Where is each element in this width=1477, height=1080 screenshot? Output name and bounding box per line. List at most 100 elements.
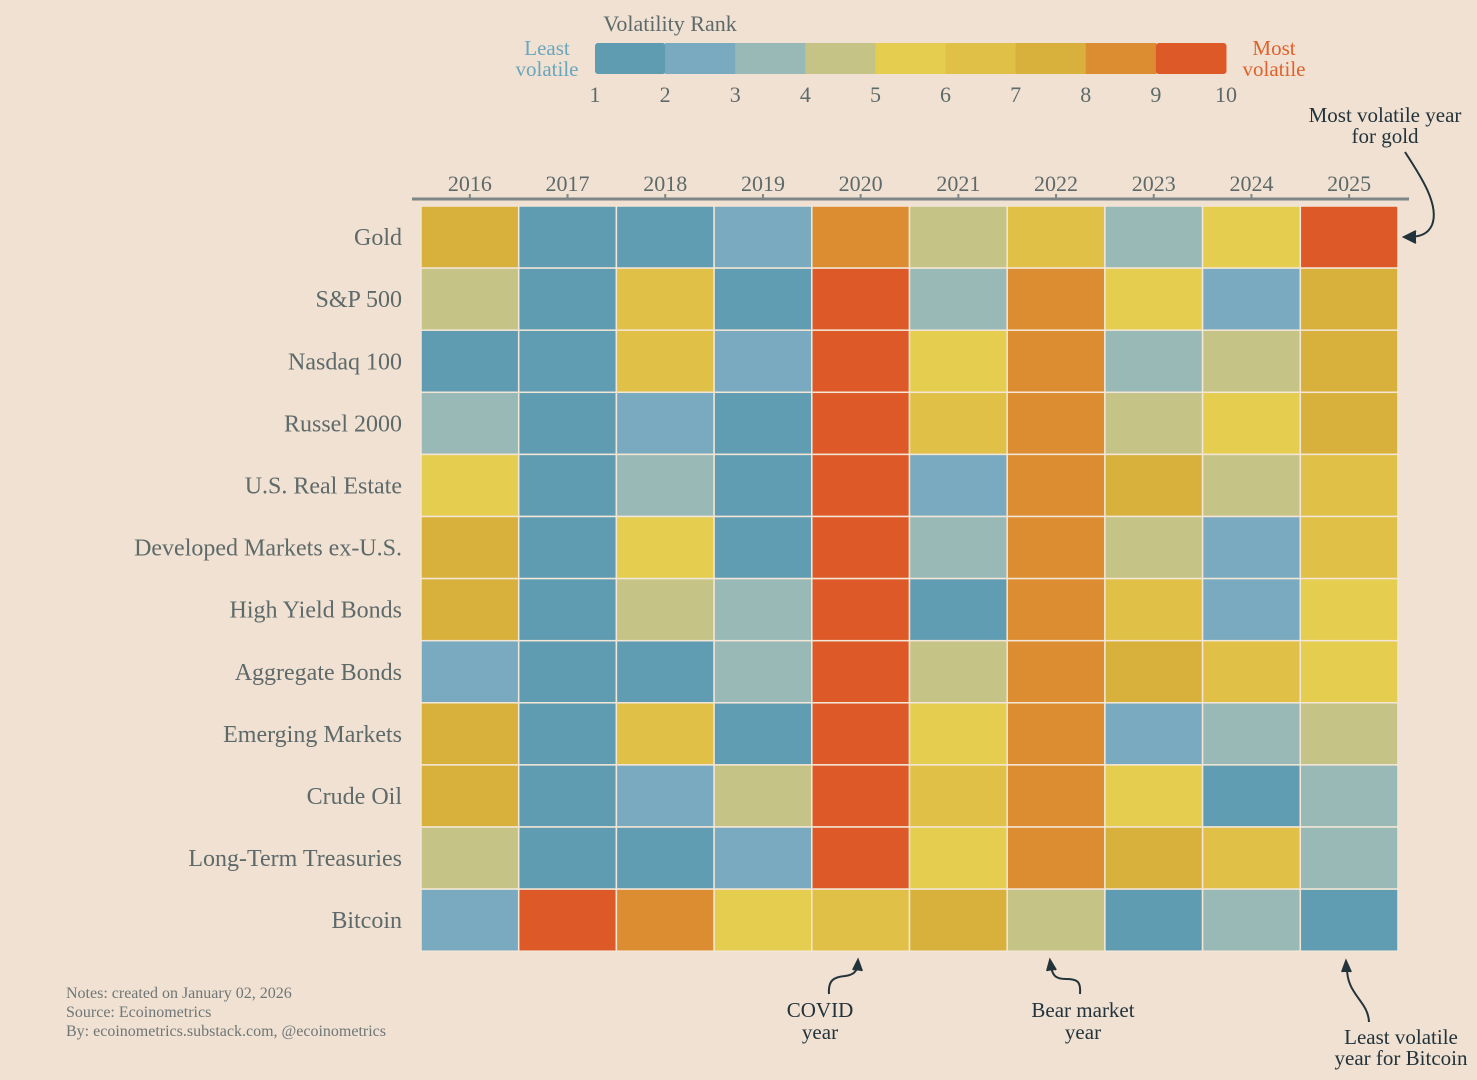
heatmap-cell [811,515,911,580]
y-tick-label: Bitcoin [331,908,402,934]
y-axis: Gold S&P 500 Nasdaq 100 Russel 2000 U.S. Rea… [134,225,402,934]
legend-swatch [1015,43,1087,74]
heatmap-cell [615,205,715,269]
heatmap-cell [1104,391,1204,456]
legend-tick-label: 6 [940,82,951,107]
heatmap-cell [420,515,520,580]
heatmap-cell [1104,515,1204,580]
heatmap-cell [1299,702,1399,766]
heatmap-cell [1104,764,1204,828]
heatmap-cell [517,577,618,642]
annotation-arrow-bitcoin [1345,965,1370,1023]
annotation-arrowhead-covid [852,957,863,972]
heatmap-cell [811,329,911,394]
notes-line-by: By: ecoinometrics.substack.com, @ecoinom… [66,1023,386,1040]
annotation-bitcoin-line2: year for Bitcoin [1335,1046,1468,1070]
heatmap-cell [615,826,715,890]
legend: Volatility Rank Least volatile Most vola… [516,11,1306,107]
legend-swatch [735,43,806,74]
legend-swatch [1155,43,1227,74]
legend-swatch [805,43,876,74]
heatmap-cell [517,205,618,269]
legend-swatch [945,43,1017,74]
x-tick-label: 2023 [1132,171,1176,196]
heatmap-cell [1006,205,1106,269]
heatmap-cell [811,577,911,642]
heatmap-cell [908,764,1008,828]
y-tick-label: Nasdaq 100 [288,349,402,375]
heatmap-cell [1006,577,1106,642]
annotation-arrowhead-bitcoin [1341,958,1352,973]
heatmap-cell [1299,515,1399,580]
heatmap-cells [420,205,1399,952]
heatmap-cell [517,826,618,890]
y-tick-label: Crude Oil [307,784,403,810]
heatmap-cell [420,391,520,456]
legend-tick-label: 4 [800,82,811,107]
heatmap-cell [1299,639,1399,704]
heatmap-cell [811,267,911,331]
annotation-covid-line2: year [802,1020,838,1044]
heatmap-cell [1006,391,1106,456]
heatmap-cell [908,639,1008,704]
x-tick-label: 2021 [936,171,980,196]
heatmap-cell [1006,826,1106,890]
heatmap-cell [420,453,520,518]
legend-high-label-line1: Most [1252,36,1295,60]
heatmap-cell [811,205,911,269]
heatmap-cell [908,515,1008,580]
heatmap-cell [517,639,618,704]
heatmap-cell [811,639,911,704]
legend-low-label-line2: volatile [516,57,579,81]
x-tick-label: 2018 [643,171,687,196]
heatmap-cell [517,515,618,580]
annotation-bear-line2: year [1065,1020,1101,1044]
heatmap-cell [420,577,520,642]
legend-swatch [595,43,666,74]
heatmap-cell [1104,453,1204,518]
legend-tick-label: 9 [1150,82,1161,107]
legend-tick-label: 1 [590,82,601,107]
notes: Notes: created on January 02, 2026 Sourc… [66,985,386,1040]
heatmap-cell [615,639,715,704]
legend-tick-label: 8 [1080,82,1091,107]
annotation-gold-line2: for gold [1351,124,1419,148]
heatmap-cell [615,453,715,518]
heatmap-cell [713,453,813,518]
heatmap-cell [713,205,813,269]
heatmap-cell [908,453,1008,518]
legend-tick-label: 2 [660,82,671,107]
heatmap-cell [615,764,715,828]
legend-tick-label: 7 [1010,82,1021,107]
annotations [827,151,1435,1023]
notes-line-source: Source: Ecoinometrics [66,1004,211,1021]
heatmap-cell [1104,702,1204,766]
heatmap-cell [420,205,520,269]
heatmap-cell [517,391,618,456]
heatmap-cell [1299,267,1399,331]
heatmap-cell [1006,453,1106,518]
heatmap-cell [713,391,813,456]
heatmap-cell [1201,391,1302,456]
legend-tick-label: 3 [730,82,741,107]
heatmap-cell [517,764,618,828]
heatmap-cell [420,702,520,766]
heatmap-cell [1299,391,1399,456]
heatmap-cell [1104,267,1204,331]
y-tick-label: Emerging Markets [223,722,402,748]
heatmap-cell [1006,702,1106,766]
heatmap-cell [1201,888,1302,952]
y-tick-label: Russel 2000 [284,411,402,437]
heatmap-cell [1201,577,1302,642]
heatmap-cell [1006,888,1106,952]
annotation-bear-line1: Bear market [1031,998,1134,1022]
heatmap-cell [615,267,715,331]
heatmap-cell [908,577,1008,642]
heatmap-cell [1006,329,1106,394]
heatmap-cell [713,329,813,394]
heatmap-cell [713,888,813,952]
heatmap-cell [517,453,618,518]
heatmap-cell [615,888,715,952]
heatmap-cell [811,453,911,518]
